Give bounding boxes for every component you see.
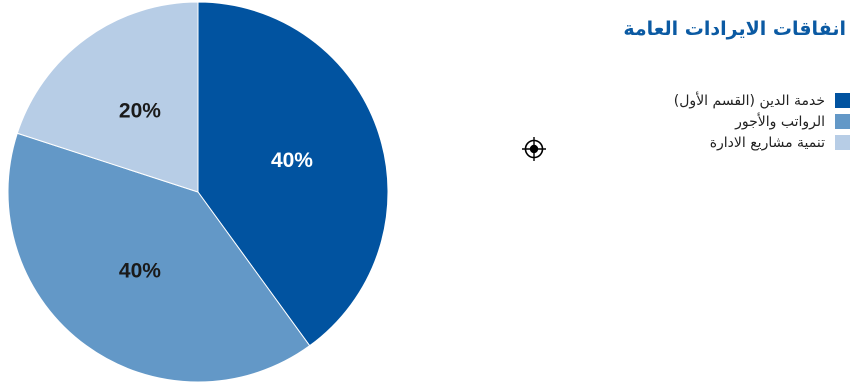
legend-item: الرواتب والأجور: [674, 111, 850, 132]
chart-legend: خدمة الدين (القسم الأول) الرواتب والأجور…: [674, 90, 850, 153]
pie-slice: [7, 132, 311, 383]
slice-data-label: 40%: [119, 259, 161, 282]
legend-swatch: [835, 135, 850, 150]
legend-item: خدمة الدين (القسم الأول): [674, 90, 850, 111]
legend-label: خدمة الدين (القسم الأول): [673, 92, 825, 109]
legend-swatch: [835, 114, 850, 129]
chart-title: انفاقات الايرادات العامة: [623, 18, 846, 40]
crosshair-target-icon[interactable]: [521, 136, 547, 162]
pie-chart: 40% 40% 20%: [7, 1, 389, 383]
pie-slice: [16, 1, 199, 193]
slice-data-label: 20%: [119, 100, 161, 123]
pie-slice: [197, 1, 389, 347]
legend-item: تنمية مشاريع الادارة: [674, 132, 850, 153]
slice-data-label: 40%: [271, 149, 313, 172]
legend-label: تنمية مشاريع الادارة: [709, 134, 825, 151]
legend-swatch: [835, 93, 850, 108]
legend-label: الرواتب والأجور: [735, 113, 825, 130]
